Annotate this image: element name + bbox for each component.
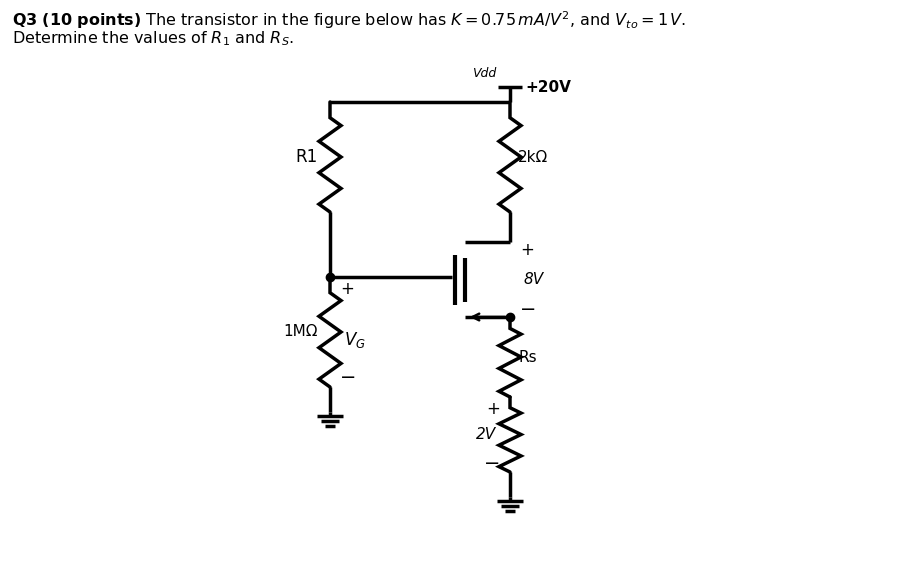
Text: +: + bbox=[340, 280, 354, 298]
Text: Rs: Rs bbox=[518, 349, 537, 364]
Text: 8V: 8V bbox=[523, 272, 543, 287]
Text: +20V: +20V bbox=[525, 80, 571, 94]
Text: −: − bbox=[484, 455, 500, 474]
Text: Vdd: Vdd bbox=[472, 67, 496, 80]
Text: +: + bbox=[486, 400, 500, 418]
Text: Determine the values of $R_1$ and $R_S$.: Determine the values of $R_1$ and $R_S$. bbox=[12, 29, 294, 47]
Text: 2kΩ: 2kΩ bbox=[518, 149, 548, 165]
Text: R1: R1 bbox=[296, 148, 318, 166]
Text: 1MΩ: 1MΩ bbox=[283, 324, 318, 340]
Text: $V_G$: $V_G$ bbox=[344, 330, 366, 350]
Text: +: + bbox=[520, 241, 534, 259]
Text: $\mathbf{Q3\ (10\ points)}$ The transistor in the figure below has $K = 0.75\,mA: $\mathbf{Q3\ (10\ points)}$ The transist… bbox=[12, 9, 686, 31]
Text: −: − bbox=[340, 367, 356, 387]
Text: −: − bbox=[520, 300, 537, 319]
Text: 2V: 2V bbox=[476, 427, 496, 442]
